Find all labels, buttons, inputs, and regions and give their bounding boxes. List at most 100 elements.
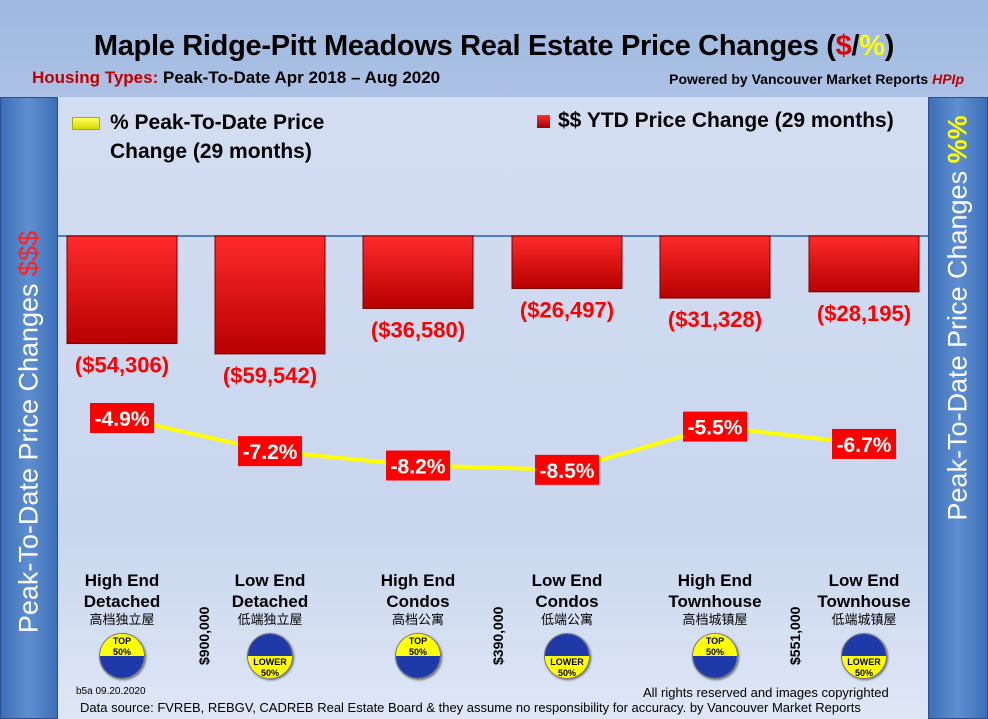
badge-text: LOWER 50% bbox=[545, 656, 589, 678]
title-text: Maple Ridge-Pitt Meadows Real Estate Pri… bbox=[93, 30, 836, 62]
top-50-badge: TOP 50% bbox=[692, 633, 738, 679]
badge-fill bbox=[100, 656, 144, 678]
line-label-box bbox=[386, 450, 450, 481]
category-chinese: 低端公寓 bbox=[540, 612, 593, 627]
powered-name: Vancouver Market Reports bbox=[751, 71, 933, 87]
bar-label: ($28,195) bbox=[817, 301, 911, 326]
title-dollar: $ bbox=[835, 30, 852, 62]
bar bbox=[659, 235, 771, 299]
bar bbox=[808, 235, 920, 293]
badge-line2: 50% bbox=[854, 668, 873, 678]
badge-fill bbox=[396, 656, 440, 678]
line-label-box bbox=[90, 403, 154, 433]
line-label: -7.2% bbox=[243, 441, 298, 464]
category-line1: High End bbox=[380, 571, 456, 590]
legend-line: % Peak-To-Date Price Change (29 months) bbox=[72, 108, 324, 166]
powered-prefix: Powered by bbox=[669, 71, 752, 87]
category-line1: Low End bbox=[234, 571, 306, 590]
line-series bbox=[121, 416, 865, 472]
chart-title: Maple Ridge-Pitt Meadows Real Estate Pri… bbox=[0, 30, 988, 63]
line-label-box bbox=[535, 454, 599, 485]
subtitle-label: Housing Types: bbox=[32, 68, 159, 87]
badge-line1: LOWER bbox=[550, 657, 584, 667]
category-chinese: 高档公寓 bbox=[391, 612, 444, 627]
line-label: -6.7% bbox=[837, 434, 892, 457]
price-threshold: $900,000 bbox=[196, 606, 212, 665]
category-label: High End Townhouse 高档城镇屋 bbox=[645, 570, 785, 627]
line-label: -8.2% bbox=[391, 456, 446, 479]
subtitle: Housing Types: Peak-To-Date Apr 2018 – A… bbox=[32, 68, 440, 88]
bar-label: ($59,542) bbox=[223, 363, 317, 388]
badge-line2: 50% bbox=[557, 668, 576, 678]
bar bbox=[511, 235, 623, 289]
badge-line2: 50% bbox=[408, 647, 427, 657]
category-label: Low End Condos 低端公寓 bbox=[497, 570, 637, 627]
line-label-box bbox=[832, 428, 896, 459]
category-line2: Townhouse bbox=[817, 592, 911, 611]
category-chinese: 高档独立屋 bbox=[89, 612, 155, 627]
rights-text: All rights reserved and images copyright… bbox=[643, 685, 889, 700]
plot-area bbox=[58, 97, 928, 719]
price-threshold: $551,000 bbox=[787, 606, 803, 665]
category-line2: Condos bbox=[535, 592, 599, 611]
badge-fill bbox=[545, 634, 589, 656]
legend-line-label-2: Change (29 months) bbox=[110, 140, 312, 163]
bar bbox=[66, 235, 178, 345]
badge-fill bbox=[248, 634, 292, 656]
badge-line1: TOP bbox=[705, 636, 725, 646]
category-line2: Townhouse bbox=[668, 592, 762, 611]
powered-brand: HPIp bbox=[932, 71, 964, 87]
badge-line1: LOWER bbox=[847, 657, 881, 667]
legend-bar-swatch bbox=[537, 114, 550, 128]
bar-label: ($54,306) bbox=[75, 353, 169, 378]
category-label: Low End Detached 低端独立屋 bbox=[200, 570, 340, 627]
bar-label: ($36,580) bbox=[371, 317, 465, 342]
category-label: High End Condos 高档公寓 bbox=[348, 570, 488, 627]
badge-line2: 50% bbox=[112, 647, 131, 657]
category-label: Low End Townhouse 低端城镇屋 bbox=[794, 570, 934, 627]
left-axis-bar: Peak-To-Date Price Changes $$$ bbox=[0, 97, 58, 719]
badge-line1: TOP bbox=[408, 636, 428, 646]
badge-text: TOP 50% bbox=[396, 634, 440, 657]
category-chinese: 低端城镇屋 bbox=[831, 612, 897, 627]
lower-50-badge: LOWER 50% bbox=[841, 633, 887, 679]
title-pct: % bbox=[859, 30, 885, 62]
line-label-box bbox=[238, 436, 302, 467]
badge-line1: TOP bbox=[112, 636, 132, 646]
category-line1: Low End bbox=[828, 571, 900, 590]
category-chinese: 高档城镇屋 bbox=[682, 612, 748, 627]
legend-bar-label: $$ YTD Price Change (29 months) bbox=[558, 109, 894, 132]
badge-line2: 50% bbox=[705, 647, 724, 657]
badge-text: LOWER 50% bbox=[842, 656, 886, 678]
badge-text: TOP 50% bbox=[693, 634, 737, 657]
category-chinese: 低端独立屋 bbox=[237, 612, 303, 627]
lower-50-badge: LOWER 50% bbox=[247, 633, 293, 679]
category-line1: Low End bbox=[531, 571, 603, 590]
badge-line2: 50% bbox=[260, 668, 279, 678]
powered-by: Powered by Vancouver Market Reports HPIp bbox=[669, 71, 964, 87]
line-label: -8.5% bbox=[540, 460, 595, 483]
category-label: High End Detached 高档独立屋 bbox=[52, 570, 192, 627]
badge-fill bbox=[693, 656, 737, 678]
legend-line-label-1: % Peak-To-Date Price bbox=[110, 111, 325, 134]
top-50-badge: TOP 50% bbox=[395, 633, 441, 679]
title-close: ) bbox=[884, 30, 895, 62]
version-label: b5a 09.20.2020 bbox=[76, 686, 146, 697]
data-source: Data source: FVREB, REBGV, CADREB Real E… bbox=[80, 700, 861, 715]
badge-line1: LOWER bbox=[253, 657, 287, 667]
line-label: -5.5% bbox=[688, 417, 743, 440]
legend-line-swatch bbox=[72, 116, 100, 130]
bar bbox=[214, 235, 326, 355]
category-line2: Condos bbox=[386, 592, 450, 611]
top-50-badge: TOP 50% bbox=[99, 633, 145, 679]
bar bbox=[362, 235, 474, 309]
bar-label: ($31,328) bbox=[668, 307, 762, 332]
category-line1: High End bbox=[84, 571, 160, 590]
category-line1: High End bbox=[677, 571, 753, 590]
legend-bar: $$ YTD Price Change (29 months) bbox=[537, 106, 894, 135]
subtitle-text: Peak-To-Date Apr 2018 – Aug 2020 bbox=[162, 68, 441, 87]
line-label-box bbox=[683, 411, 747, 442]
badge-text: TOP 50% bbox=[100, 634, 144, 657]
badge-text: LOWER 50% bbox=[248, 656, 292, 678]
